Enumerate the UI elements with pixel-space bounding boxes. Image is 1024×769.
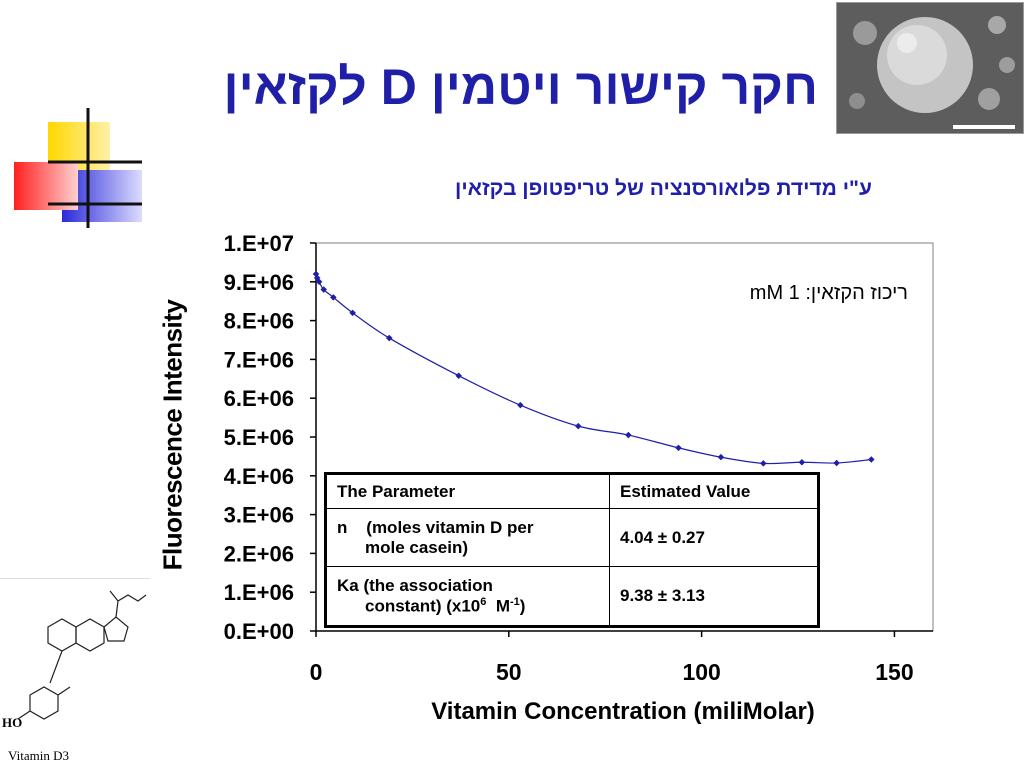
table-header-value: Estimated Value [609, 472, 819, 510]
vitamin-d3-structure-image: HO [0, 578, 150, 769]
table-row: Ka (the association constant) (x106 M-1)… [325, 566, 819, 627]
data-point [574, 422, 582, 430]
parameter-ka-value: 9.38 ± 3.13 [609, 566, 819, 627]
table-header-row: The Parameter Estimated Value [325, 472, 819, 510]
data-point [675, 444, 682, 452]
svg-text:HO: HO [2, 715, 22, 730]
y-tick-label: 6.E+06 [224, 386, 294, 411]
ka-unit-exp1: 6 [480, 595, 487, 608]
slide-title: חקר קישור ויטמין D לקזאין [223, 59, 818, 115]
x-tick-label: 50 [496, 659, 522, 685]
data-point [386, 334, 393, 342]
ka-unit-pre: constant) (x10 [365, 596, 481, 616]
data-point [717, 453, 725, 461]
data-point [455, 372, 462, 379]
data-point [760, 460, 767, 467]
x-axis-label: Vitamin Concentration (miliMolar) [431, 698, 815, 725]
parameter-ka-cell: Ka (the association constant) (x106 M-1) [325, 566, 610, 627]
parameter-ka-label: Ka (the association [337, 575, 493, 595]
x-tick-label: 100 [682, 659, 720, 685]
y-tick-label: 0.E+00 [224, 619, 294, 644]
parameter-table: The Parameter Estimated Value n (moles v… [324, 472, 820, 628]
parameter-ka-label-cont: constant) (x106 M-1) [337, 596, 599, 617]
decorative-squares [14, 108, 142, 228]
x-tick-label: 0 [310, 659, 323, 685]
x-tick-label: 150 [875, 659, 913, 685]
parameter-n-cell: n (moles vitamin D per mole casein) [325, 508, 610, 568]
parameter-n-value: 4.04 ± 0.27 [609, 508, 819, 568]
y-tick-label: 3.E+06 [224, 503, 294, 528]
data-point [798, 458, 806, 466]
vitamin-d3-label: Vitamin D3 [8, 748, 69, 763]
y-tick-label: 1.E+06 [224, 580, 294, 605]
data-point [315, 278, 323, 286]
y-tick-label: 8.E+06 [224, 309, 294, 334]
data-point [517, 401, 524, 409]
data-point [833, 459, 840, 467]
data-point [868, 456, 875, 463]
data-point [320, 286, 327, 293]
ka-unit-mid: M [486, 596, 510, 616]
data-point [349, 309, 356, 317]
y-tick-label: 1.E+07 [224, 231, 294, 256]
parameter-n-label: n (moles vitamin D per [337, 517, 534, 537]
ka-unit-exp2: -1 [509, 595, 520, 608]
parameter-n-label-cont: mole casein) [365, 537, 468, 557]
table-row: n (moles vitamin D per mole casein) 4.04… [325, 508, 819, 568]
y-tick-label: 9.E+06 [224, 270, 294, 295]
data-point [330, 294, 337, 301]
y-tick-label: 2.E+06 [224, 541, 294, 566]
table-header-parameter: The Parameter [325, 472, 610, 510]
y-tick-label: 7.E+06 [224, 347, 294, 372]
y-tick-label: 5.E+06 [224, 425, 294, 450]
slide-subtitle: ע"י מדידת פלואורסנציה של טריפטופן בקזאין [454, 177, 872, 200]
concentration-note: ריכוז הקזאין: 1 mM [749, 282, 908, 304]
y-tick-label: 4.E+06 [224, 464, 294, 489]
data-point [625, 431, 632, 439]
ka-unit-post: ) [519, 596, 526, 616]
